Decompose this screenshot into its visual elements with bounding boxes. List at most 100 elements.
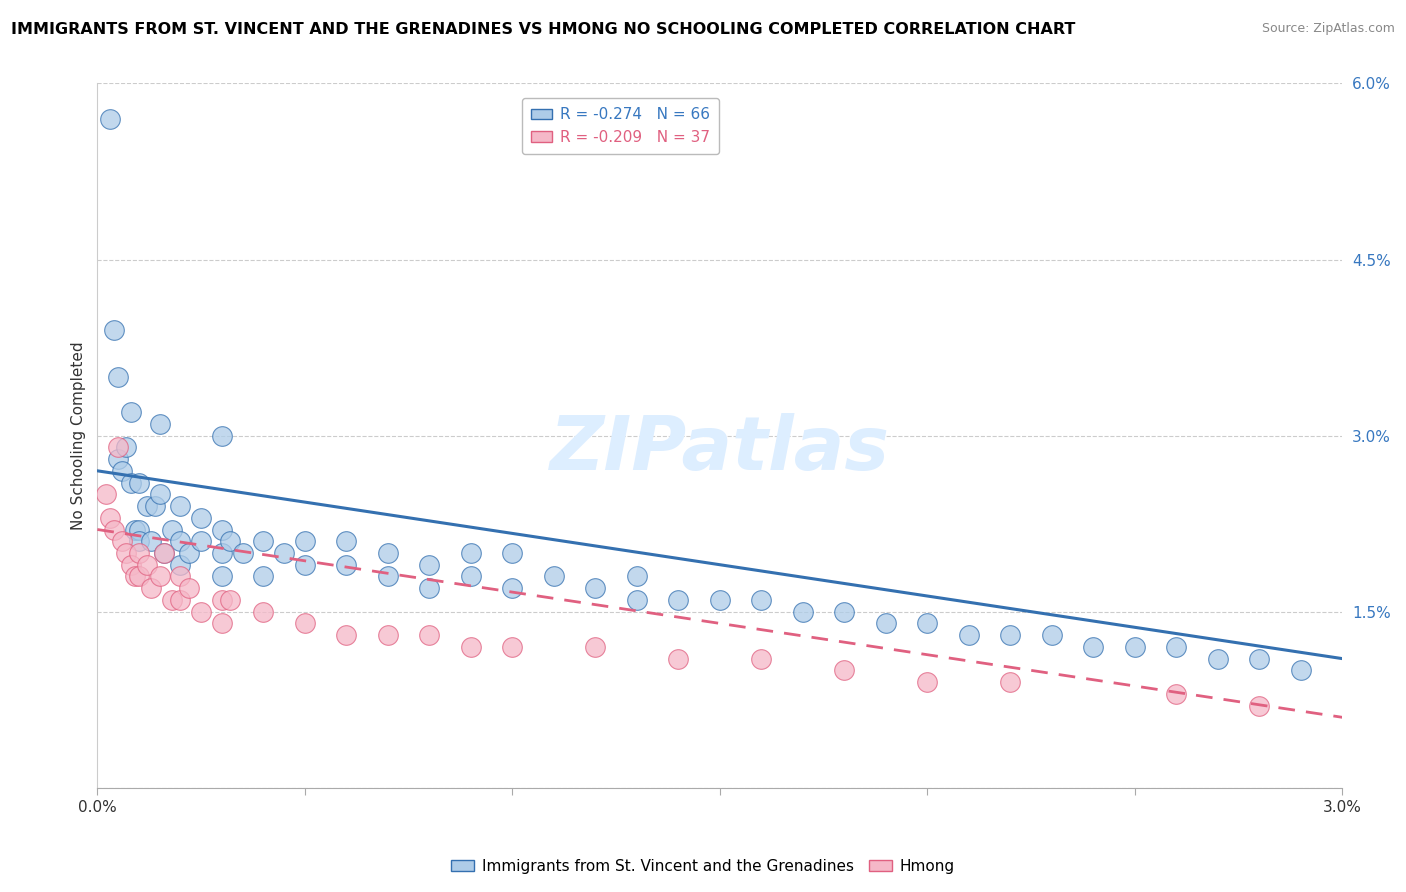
Point <box>1000 675 1022 690</box>
Point <box>252 534 274 549</box>
Point <box>107 452 129 467</box>
Point <box>190 510 212 524</box>
Point <box>583 581 606 595</box>
Point <box>917 616 939 631</box>
Point <box>149 417 172 431</box>
Point <box>335 628 357 642</box>
Point <box>169 558 191 572</box>
Point <box>501 581 523 595</box>
Legend: R = -0.274   N = 66, R = -0.209   N = 37: R = -0.274 N = 66, R = -0.209 N = 37 <box>522 98 718 154</box>
Point <box>1123 640 1146 654</box>
Point <box>169 499 191 513</box>
Point <box>94 487 117 501</box>
Point <box>128 569 150 583</box>
Point <box>160 593 183 607</box>
Point <box>626 569 648 583</box>
Point <box>190 605 212 619</box>
Point <box>792 605 814 619</box>
Point <box>666 593 689 607</box>
Point <box>377 628 399 642</box>
Point <box>666 651 689 665</box>
Point <box>128 475 150 490</box>
Point <box>107 370 129 384</box>
Point <box>120 405 142 419</box>
Point <box>111 464 134 478</box>
Point <box>626 593 648 607</box>
Point <box>377 569 399 583</box>
Point <box>583 640 606 654</box>
Point <box>501 640 523 654</box>
Point <box>211 428 233 442</box>
Point <box>115 440 138 454</box>
Point <box>252 605 274 619</box>
Point <box>98 510 121 524</box>
Point <box>1249 651 1271 665</box>
Point <box>141 534 163 549</box>
Point <box>136 499 159 513</box>
Point <box>160 523 183 537</box>
Point <box>418 581 440 595</box>
Point <box>103 323 125 337</box>
Point <box>128 523 150 537</box>
Point <box>294 534 316 549</box>
Point <box>335 558 357 572</box>
Point <box>115 546 138 560</box>
Point <box>152 546 174 560</box>
Point <box>145 499 167 513</box>
Point <box>418 628 440 642</box>
Point <box>294 558 316 572</box>
Point <box>124 569 146 583</box>
Point <box>177 546 200 560</box>
Point <box>149 487 172 501</box>
Point <box>107 440 129 454</box>
Point <box>273 546 295 560</box>
Point <box>1083 640 1105 654</box>
Point <box>149 569 172 583</box>
Point <box>294 616 316 631</box>
Point <box>1000 628 1022 642</box>
Legend: Immigrants from St. Vincent and the Grenadines, Hmong: Immigrants from St. Vincent and the Gren… <box>446 853 960 880</box>
Point <box>128 546 150 560</box>
Point <box>211 616 233 631</box>
Point <box>543 569 565 583</box>
Point <box>177 581 200 595</box>
Point <box>834 664 856 678</box>
Point <box>875 616 897 631</box>
Point <box>335 534 357 549</box>
Point <box>460 640 482 654</box>
Point <box>460 569 482 583</box>
Point <box>120 558 142 572</box>
Text: Source: ZipAtlas.com: Source: ZipAtlas.com <box>1261 22 1395 36</box>
Point <box>418 558 440 572</box>
Point <box>1249 698 1271 713</box>
Y-axis label: No Schooling Completed: No Schooling Completed <box>72 342 86 530</box>
Point <box>1206 651 1229 665</box>
Point <box>169 569 191 583</box>
Point <box>917 675 939 690</box>
Point <box>460 546 482 560</box>
Point <box>190 534 212 549</box>
Point <box>709 593 731 607</box>
Point <box>834 605 856 619</box>
Point <box>128 534 150 549</box>
Point <box>124 523 146 537</box>
Point <box>501 546 523 560</box>
Point <box>219 593 242 607</box>
Point <box>211 523 233 537</box>
Point <box>1289 664 1312 678</box>
Point <box>1166 640 1188 654</box>
Point <box>111 534 134 549</box>
Point <box>232 546 254 560</box>
Point <box>957 628 980 642</box>
Point <box>751 651 773 665</box>
Point <box>1040 628 1063 642</box>
Point <box>152 546 174 560</box>
Point <box>751 593 773 607</box>
Point <box>98 112 121 126</box>
Text: IMMIGRANTS FROM ST. VINCENT AND THE GRENADINES VS HMONG NO SCHOOLING COMPLETED C: IMMIGRANTS FROM ST. VINCENT AND THE GREN… <box>11 22 1076 37</box>
Text: ZIPatlas: ZIPatlas <box>550 413 890 486</box>
Point <box>252 569 274 583</box>
Point <box>169 593 191 607</box>
Point <box>219 534 242 549</box>
Point <box>211 569 233 583</box>
